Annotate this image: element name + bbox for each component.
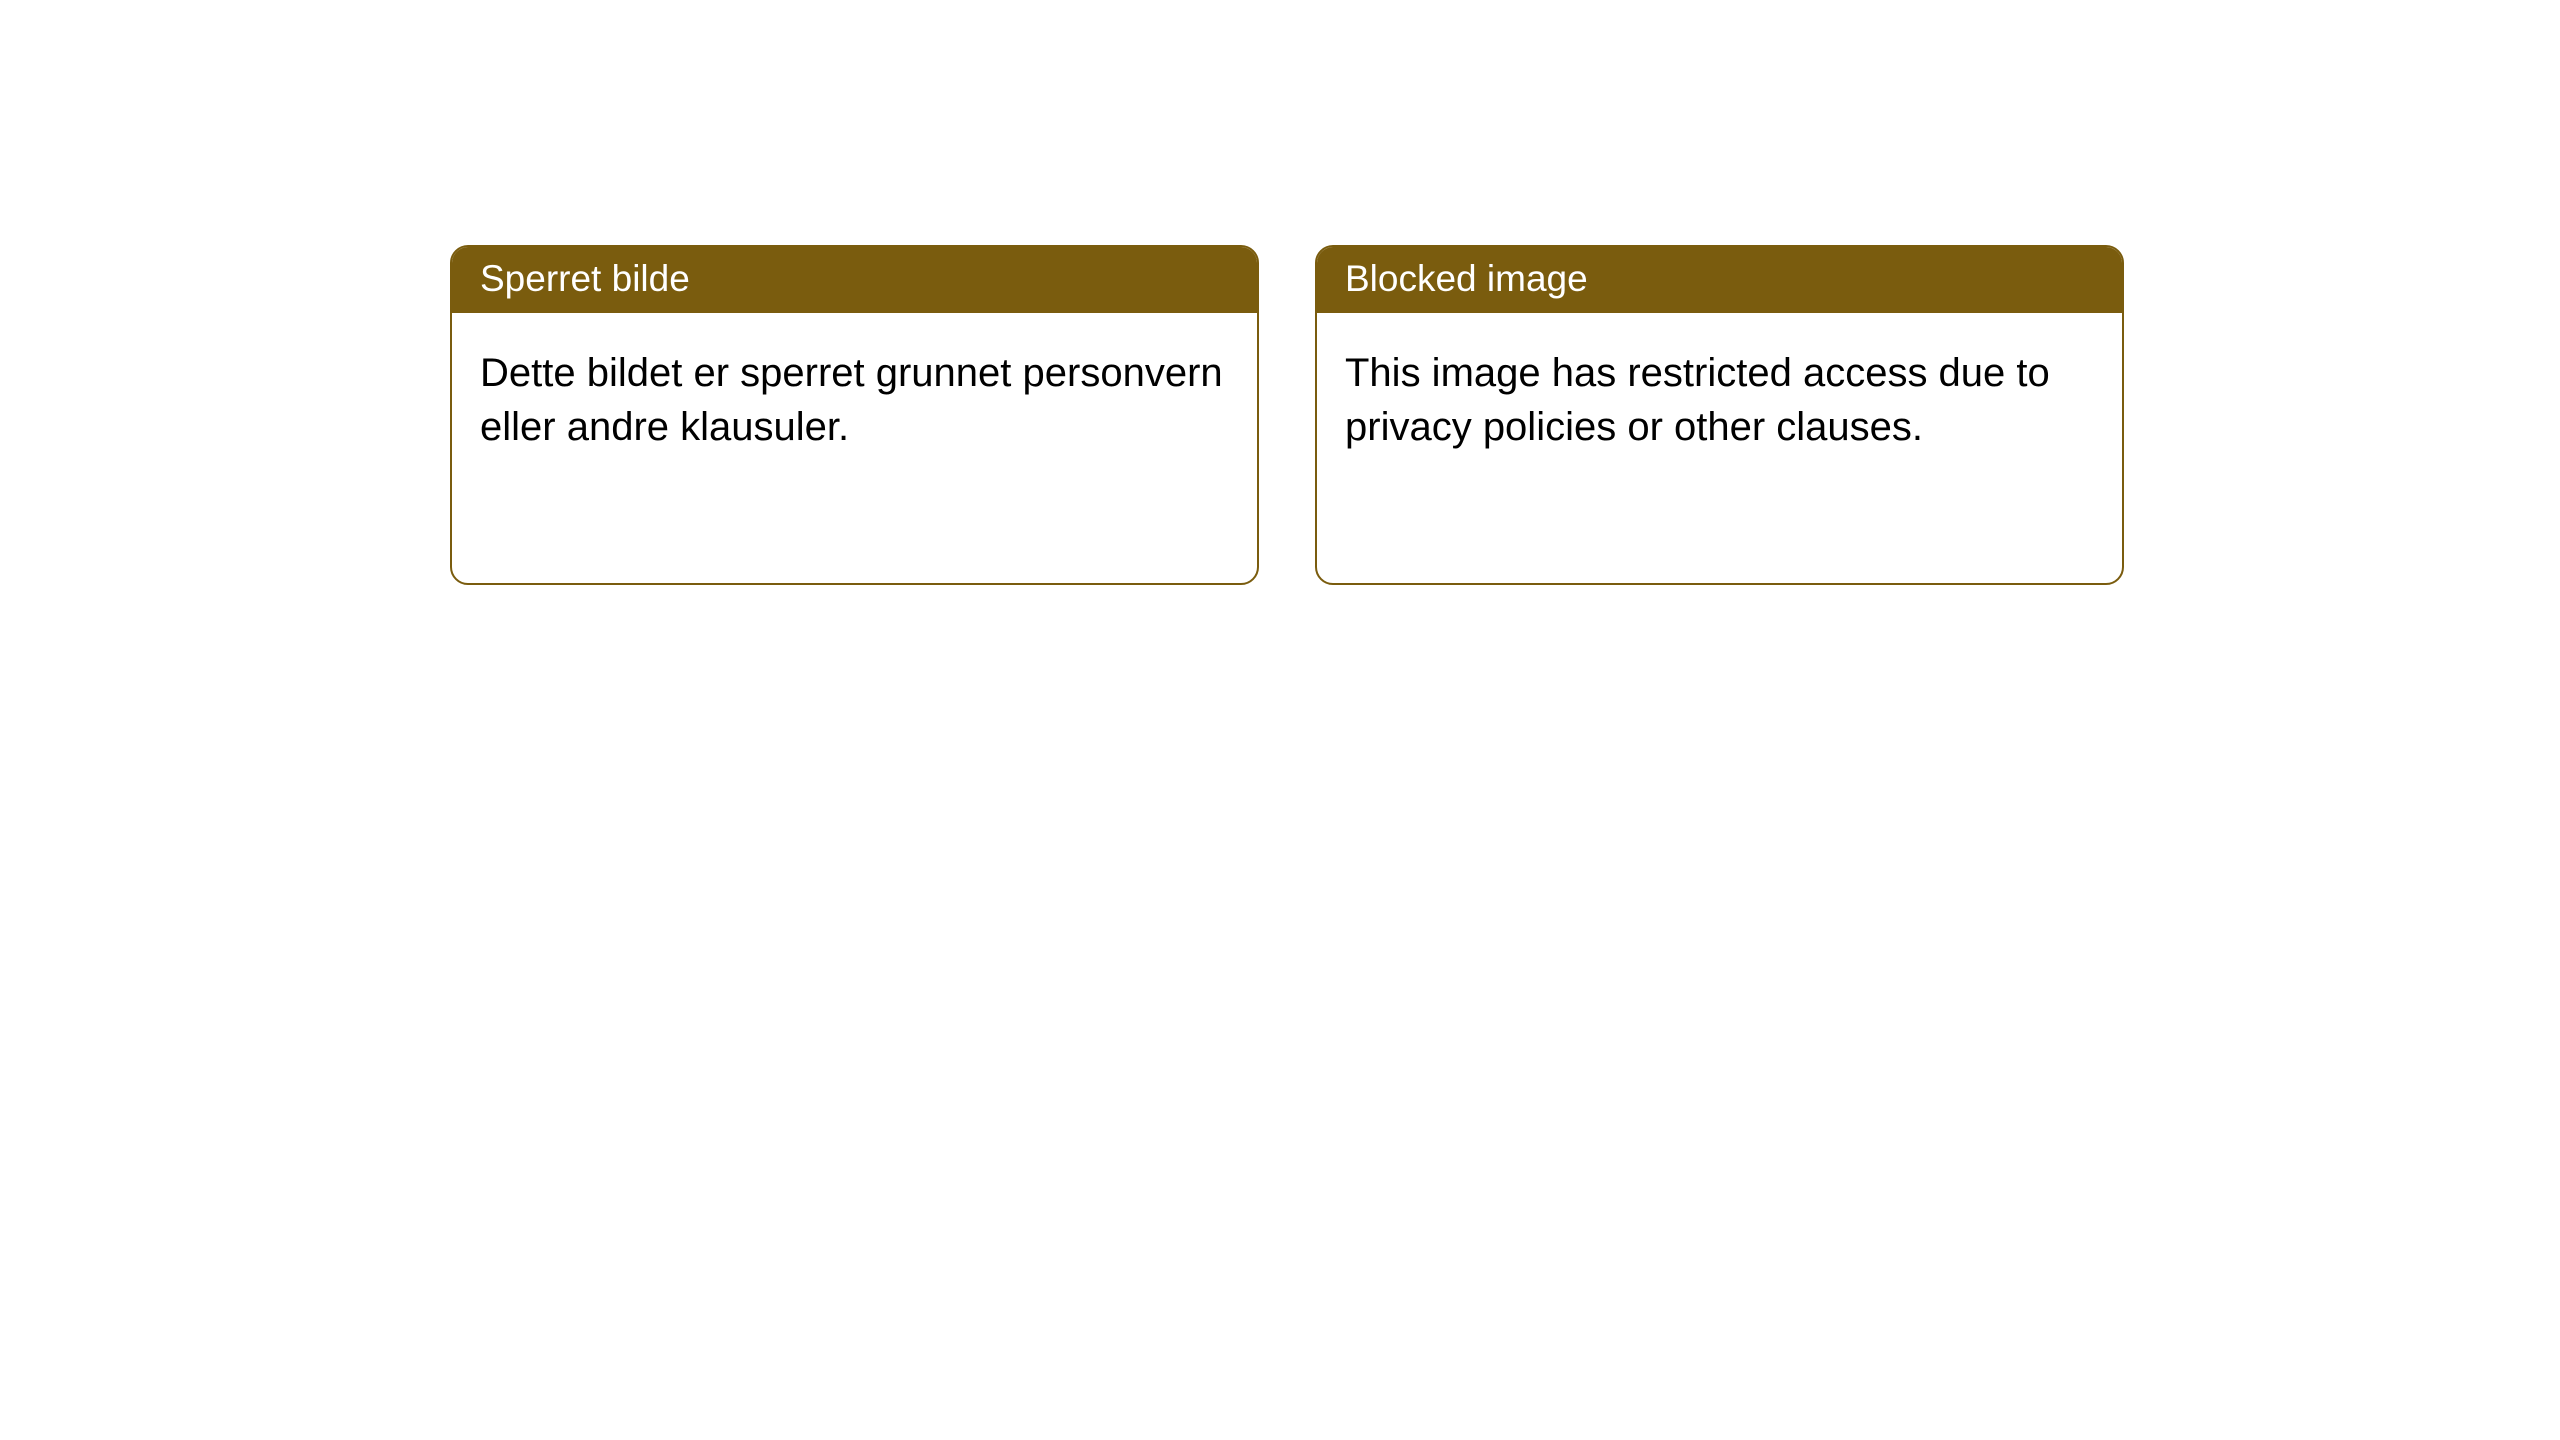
card-title: Blocked image: [1345, 258, 1588, 299]
card-body: Dette bildet er sperret grunnet personve…: [452, 313, 1257, 583]
card-title: Sperret bilde: [480, 258, 690, 299]
blocked-image-card-en: Blocked image This image has restricted …: [1315, 245, 2124, 585]
card-header: Blocked image: [1317, 247, 2122, 313]
blocked-image-card-no: Sperret bilde Dette bildet er sperret gr…: [450, 245, 1259, 585]
card-body: This image has restricted access due to …: [1317, 313, 2122, 583]
card-body-text: This image has restricted access due to …: [1345, 347, 2094, 453]
card-body-text: Dette bildet er sperret grunnet personve…: [480, 347, 1229, 453]
cards-container: Sperret bilde Dette bildet er sperret gr…: [0, 0, 2560, 585]
card-header: Sperret bilde: [452, 247, 1257, 313]
